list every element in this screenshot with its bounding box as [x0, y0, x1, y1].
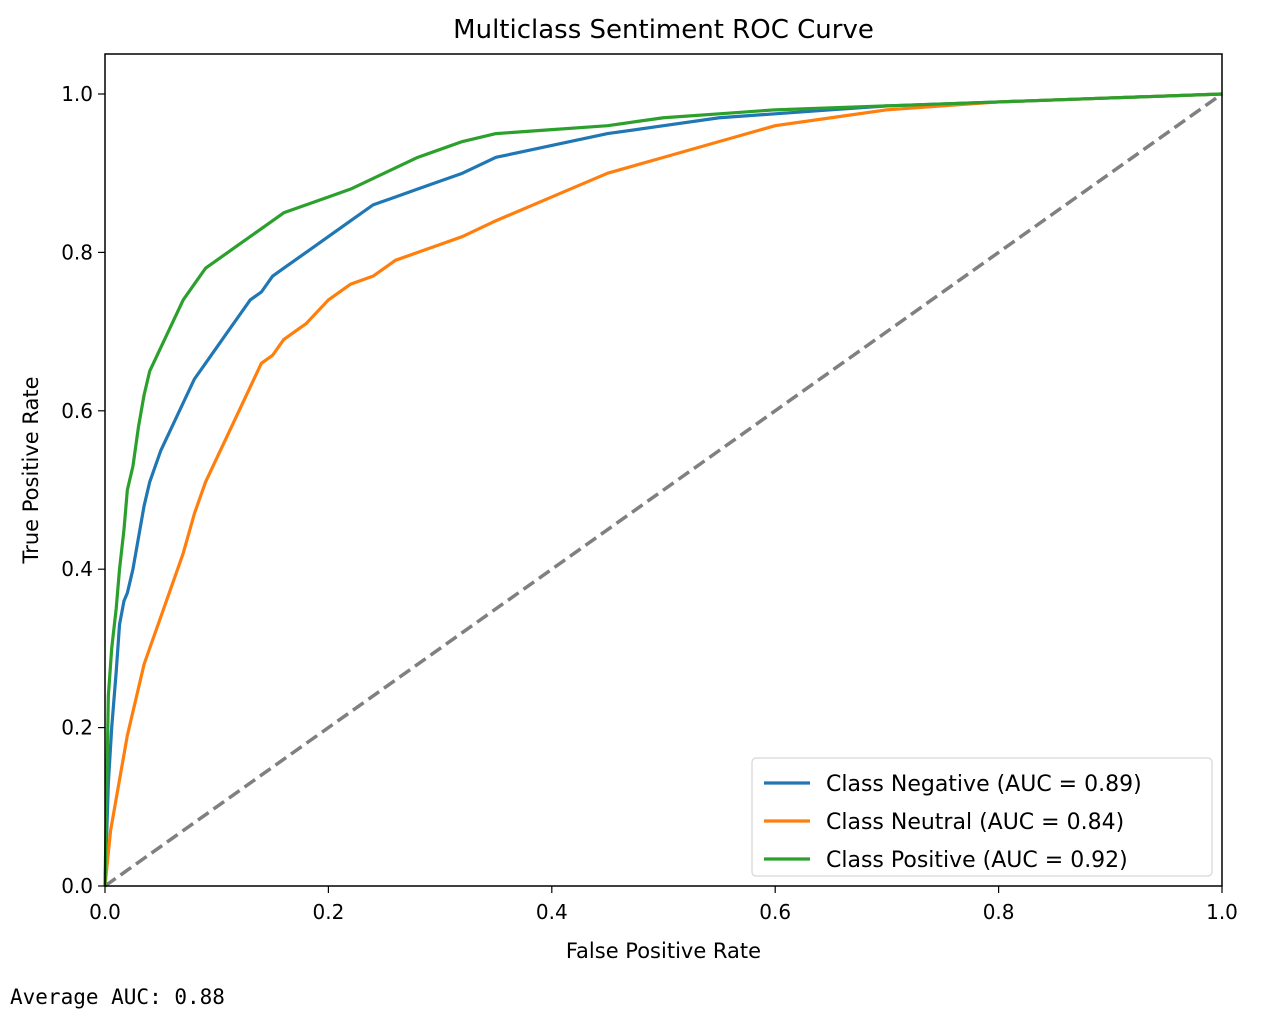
y-tick-label: 0.0: [61, 874, 93, 898]
legend-entry-label: Class Neutral (AUC = 0.84): [826, 810, 1124, 835]
average-auc-text: Average AUC: 0.88: [10, 985, 225, 1009]
roc-chart: Multiclass Sentiment ROC Curve 0.0 0.2 0.4…: [19, 15, 1238, 963]
chance-diagonal-line: [103, 92, 1224, 888]
y-tick-label: 0.6: [61, 399, 93, 423]
axis-ticks: 0.0 0.2 0.4 0.6 0.8 1.0 0.0 0.2 0.4 0.6 0.8 1.0: [61, 82, 1238, 924]
legend-entry-label: Class Negative (AUC = 0.89): [826, 772, 1142, 797]
y-tick-label: 0.2: [61, 716, 93, 740]
x-tick-label: 0.6: [759, 900, 791, 924]
roc-series-line-2: [103, 92, 1223, 887]
x-tick-label: 0.4: [536, 900, 568, 924]
y-axis-label: True Positive Rate: [19, 376, 43, 564]
legend-entry-label: Class Positive (AUC = 0.92): [826, 848, 1128, 873]
roc-series-line-1: [103, 92, 1223, 887]
y-tick-label: 0.4: [61, 557, 93, 581]
x-axis-label: False Positive Rate: [566, 939, 761, 963]
roc-series-line-0: [103, 92, 1223, 887]
x-tick-label: 0.2: [312, 900, 344, 924]
y-tick-label: 0.8: [61, 240, 93, 264]
x-tick-label: 0.0: [89, 900, 121, 924]
chart-title: Multiclass Sentiment ROC Curve: [453, 15, 874, 45]
x-tick-label: 0.8: [983, 900, 1015, 924]
plot-frame: [104, 53, 1223, 887]
y-tick-label: 1.0: [61, 82, 93, 106]
legend-box: [751, 757, 1213, 877]
x-tick-label: 1.0: [1206, 900, 1238, 924]
plot-area: [103, 92, 1224, 888]
legend: Class Negative (AUC = 0.89) Class Neutral…: [751, 757, 1213, 877]
